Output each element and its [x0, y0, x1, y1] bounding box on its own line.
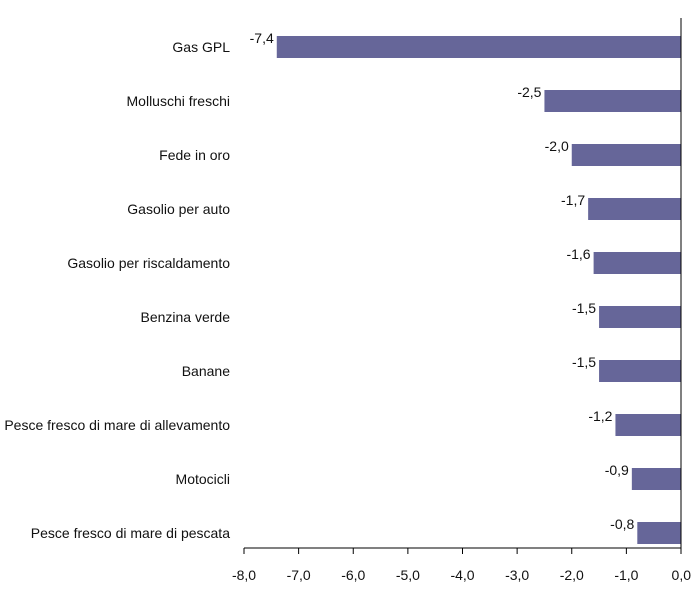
x-tick-label: -4,0 [450, 567, 474, 583]
category-label: Gasolio per riscaldamento [67, 255, 230, 271]
value-label: -2,5 [517, 84, 541, 100]
category-label: Gasolio per auto [127, 201, 230, 217]
x-tick-label: 0,0 [672, 567, 692, 583]
x-tick-label: -1,0 [614, 567, 638, 583]
bar [588, 198, 681, 220]
x-tick-label: -2,0 [560, 567, 584, 583]
category-label: Molluschi freschi [127, 93, 230, 109]
value-label: -2,0 [545, 138, 569, 154]
bar [599, 306, 681, 328]
bar [593, 252, 681, 274]
category-label: Pesce fresco di mare di pescata [31, 525, 230, 541]
bar [571, 144, 681, 166]
value-label: -0,9 [605, 462, 629, 478]
category-labels-group: Gas GPL Molluschi freschi Fede in oro Gasol… [4, 39, 230, 541]
x-tick-label: -7,0 [287, 567, 311, 583]
x-tick-label: -3,0 [505, 567, 529, 583]
category-label: Gas GPL [172, 39, 230, 55]
value-label: -1,6 [566, 246, 590, 262]
value-label: -1,2 [588, 408, 612, 424]
x-tick-label: -8,0 [232, 567, 256, 583]
bar [637, 522, 681, 544]
value-label: -7,4 [250, 30, 274, 46]
x-tick-label: -6,0 [341, 567, 365, 583]
value-label: -1,7 [561, 192, 585, 208]
x-tick-label: -5,0 [396, 567, 420, 583]
value-label: -1,5 [572, 354, 596, 370]
category-label: Fede in oro [159, 147, 230, 163]
value-labels-group: -7,4 -2,5 -2,0 -1,7 -1,6 -1,5 -1,5 -1,2 -0,9 -0,8 [250, 30, 635, 532]
bar [615, 414, 681, 436]
value-label: -1,5 [572, 300, 596, 316]
category-label: Banane [182, 363, 230, 379]
category-label: Benzina verde [140, 309, 230, 325]
category-label: Pesce fresco di mare di allevamento [4, 417, 230, 433]
value-label: -0,8 [610, 516, 634, 532]
category-label: Motocicli [176, 471, 230, 487]
bar [599, 360, 681, 382]
x-axis: -8,0 -7,0 -6,0 -5,0 -4,0 -3,0 -2,0 -1,0 0,0 [232, 18, 691, 583]
bar [544, 90, 681, 112]
bar [276, 36, 681, 58]
bar [631, 468, 681, 490]
bars-group [276, 36, 681, 544]
